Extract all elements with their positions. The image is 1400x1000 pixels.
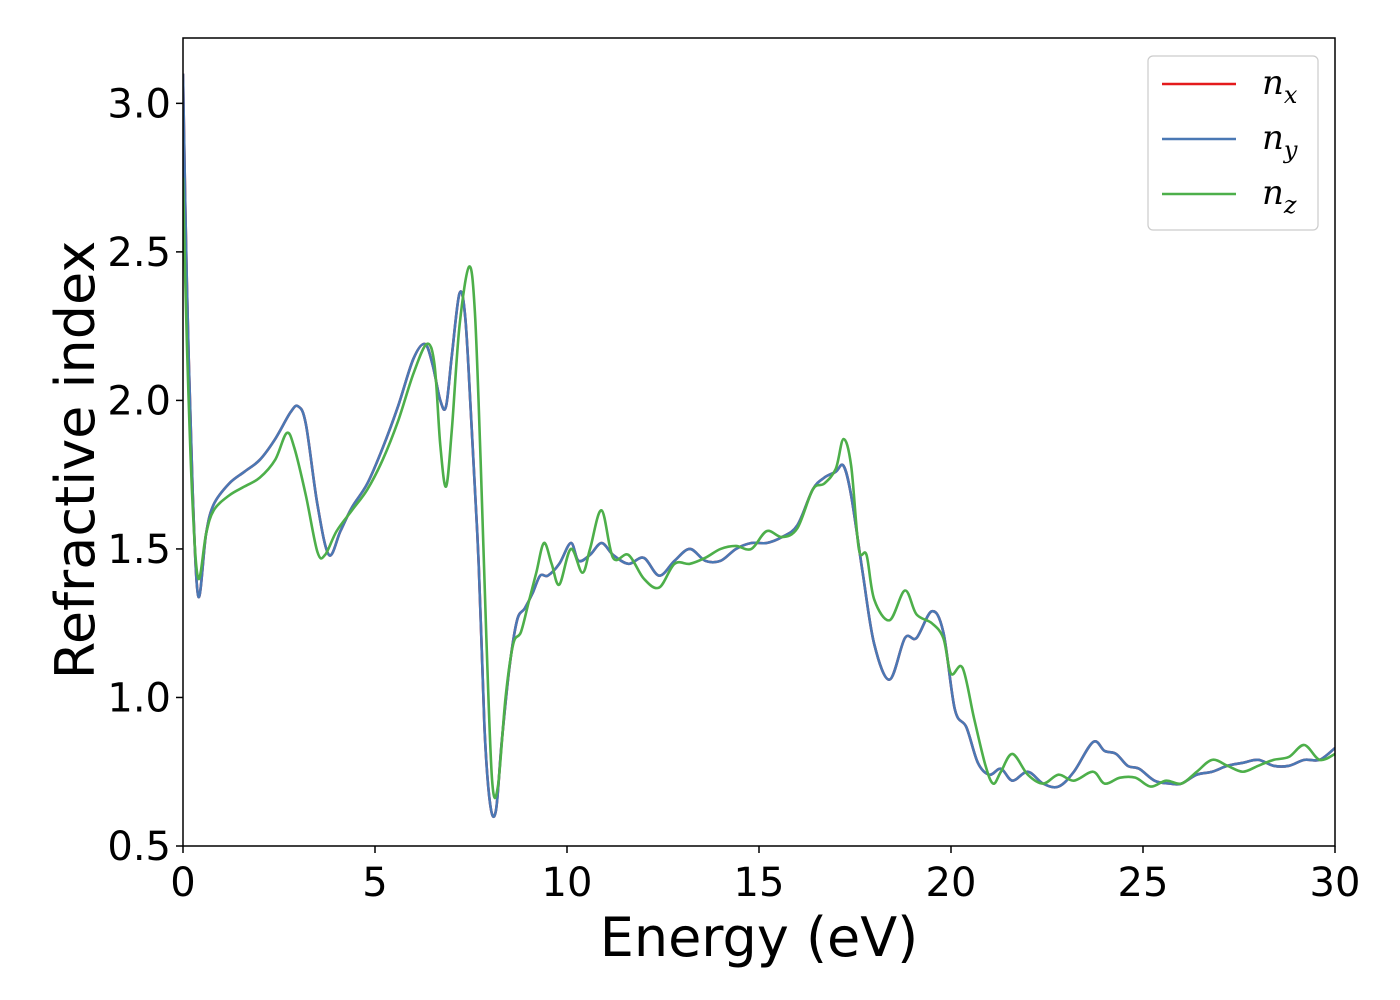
x-axis-label: Energy (eV) <box>600 906 919 969</box>
legend-box <box>1147 55 1319 231</box>
y-tick-label: 1.0 <box>107 675 171 721</box>
x-axis-ticks: 0 5 10 15 20 25 30 <box>170 846 1360 906</box>
y-tick-label: 2.0 <box>107 378 171 424</box>
x-tick-label: 0 <box>170 860 195 906</box>
y-axis-ticks: 0.5 1.0 1.5 2.0 2.5 3.0 <box>107 81 183 870</box>
legend-label-n_z: nz <box>1262 173 1297 219</box>
y-axis-label: Refractive index <box>44 241 107 680</box>
legend-label-n_x: nx <box>1262 63 1298 109</box>
y-tick-label: 2.5 <box>107 230 171 276</box>
x-tick-label: 20 <box>926 860 977 906</box>
plot-lines <box>183 73 1335 818</box>
x-tick-label: 15 <box>734 860 785 906</box>
legend: nx ny nz <box>1147 55 1319 231</box>
series-line-n_y <box>183 73 1335 818</box>
y-tick-label: 1.5 <box>107 527 171 573</box>
legend-label-n_y: ny <box>1262 118 1298 164</box>
x-tick-label: 5 <box>362 860 387 906</box>
x-tick-label: 30 <box>1310 860 1361 906</box>
series-line-n_z <box>183 177 1335 800</box>
x-tick-label: 10 <box>542 860 593 906</box>
y-tick-label: 3.0 <box>107 81 171 127</box>
y-tick-label: 0.5 <box>107 824 171 870</box>
x-tick-label: 25 <box>1118 860 1169 906</box>
